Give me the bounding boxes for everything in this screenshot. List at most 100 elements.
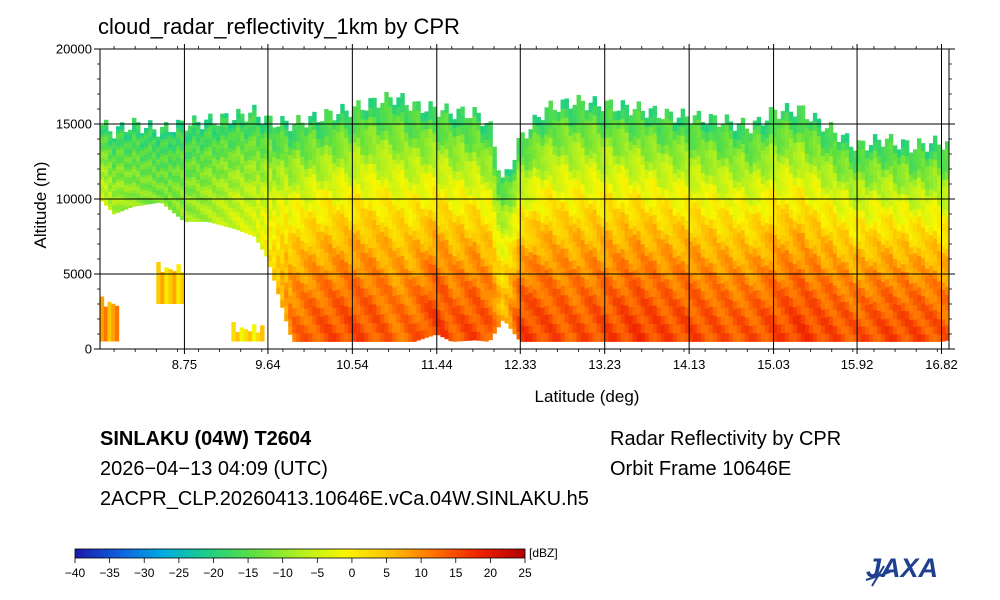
reflectivity-cell bbox=[120, 176, 125, 181]
reflectivity-cell bbox=[680, 171, 686, 181]
reflectivity-cell bbox=[576, 218, 581, 229]
reflectivity-cell bbox=[248, 215, 253, 221]
reflectivity-cell bbox=[584, 208, 589, 218]
reflectivity-cell bbox=[448, 157, 453, 167]
reflectivity-cell bbox=[412, 258, 417, 269]
reflectivity-cell bbox=[156, 139, 161, 143]
reflectivity-cell bbox=[396, 181, 401, 192]
reflectivity-cell bbox=[288, 232, 293, 241]
reflectivity-cell bbox=[364, 279, 369, 289]
reflectivity-cell bbox=[616, 261, 622, 271]
reflectivity-cell bbox=[684, 315, 690, 325]
reflectivity-cell bbox=[828, 130, 834, 140]
reflectivity-cell bbox=[288, 256, 293, 265]
reflectivity-cell bbox=[288, 209, 293, 218]
reflectivity-cell bbox=[524, 310, 529, 319]
reflectivity-cell bbox=[524, 239, 529, 249]
reflectivity-cell bbox=[452, 307, 457, 317]
reflectivity-cell bbox=[224, 200, 229, 205]
reflectivity-cell bbox=[844, 221, 850, 230]
reflectivity-cell bbox=[600, 235, 605, 245]
reflectivity-cell bbox=[800, 323, 806, 333]
reflectivity-cell bbox=[340, 286, 345, 297]
reflectivity-cell bbox=[764, 146, 770, 155]
reflectivity-cell bbox=[728, 333, 734, 342]
reflectivity-cell bbox=[768, 152, 774, 162]
reflectivity-cell bbox=[584, 270, 589, 280]
reflectivity-cell bbox=[540, 171, 545, 181]
reflectivity-cell bbox=[556, 332, 561, 342]
reflectivity-cell bbox=[148, 139, 153, 144]
reflectivity-cell bbox=[252, 114, 257, 121]
reflectivity-cell bbox=[732, 187, 738, 197]
reflectivity-cell bbox=[788, 147, 794, 157]
reflectivity-cell bbox=[296, 175, 301, 186]
reflectivity-cell bbox=[676, 117, 682, 127]
reflectivity-cell bbox=[292, 257, 297, 267]
reflectivity-cell bbox=[316, 316, 321, 326]
reflectivity-cell bbox=[532, 297, 537, 308]
reflectivity-cell bbox=[188, 177, 193, 182]
reflectivity-cell bbox=[720, 148, 726, 158]
reflectivity-cell bbox=[780, 111, 786, 121]
reflectivity-cell bbox=[584, 172, 589, 182]
reflectivity-cell bbox=[588, 203, 593, 214]
reflectivity-cell bbox=[624, 168, 630, 178]
reflectivity-cell bbox=[688, 140, 694, 150]
reflectivity-cell bbox=[520, 188, 525, 198]
reflectivity-cell bbox=[460, 322, 465, 333]
reflectivity-cell bbox=[864, 238, 870, 247]
reflectivity-cell bbox=[384, 312, 389, 323]
reflectivity-cell bbox=[560, 313, 565, 324]
reflectivity-cell bbox=[752, 324, 758, 334]
reflectivity-cell bbox=[228, 131, 233, 137]
reflectivity-cell bbox=[364, 270, 369, 280]
reflectivity-cell bbox=[760, 191, 766, 201]
reflectivity-cell bbox=[552, 136, 557, 146]
reflectivity-cell bbox=[756, 246, 762, 256]
reflectivity-cell bbox=[300, 190, 305, 199]
reflectivity-cell bbox=[432, 115, 437, 125]
reflectivity-cell bbox=[528, 227, 533, 236]
reflectivity-cell bbox=[256, 232, 261, 238]
reflectivity-cell bbox=[188, 132, 193, 137]
reflectivity-cell bbox=[612, 217, 617, 227]
reflectivity-cell bbox=[632, 269, 638, 280]
reflectivity-cell bbox=[220, 156, 225, 162]
reflectivity-cell bbox=[480, 266, 485, 276]
reflectivity-cell bbox=[292, 299, 297, 309]
reflectivity-cell bbox=[212, 211, 217, 216]
reflectivity-cell bbox=[740, 289, 746, 299]
reflectivity-cell bbox=[776, 298, 782, 308]
reflectivity-cell bbox=[400, 131, 405, 142]
reflectivity-cell bbox=[588, 277, 593, 287]
reflectivity-cell bbox=[444, 166, 449, 177]
reflectivity-cell bbox=[548, 128, 553, 139]
reflectivity-cell bbox=[272, 244, 277, 252]
reflectivity-cell bbox=[568, 153, 573, 163]
reflectivity-cell bbox=[820, 204, 826, 213]
reflectivity-cell bbox=[228, 199, 233, 204]
reflectivity-cell bbox=[180, 132, 185, 137]
reflectivity-cell bbox=[568, 117, 573, 127]
reflectivity-cell bbox=[448, 332, 453, 342]
reflectivity-cell bbox=[140, 152, 145, 156]
reflectivity-cell bbox=[192, 192, 197, 198]
reflectivity-cell bbox=[400, 312, 405, 323]
reflectivity-cell bbox=[408, 314, 413, 325]
reflectivity-cell bbox=[436, 209, 441, 218]
reflectivity-cell bbox=[592, 256, 597, 267]
reflectivity-cell bbox=[664, 189, 670, 199]
reflectivity-cell bbox=[212, 196, 217, 201]
reflectivity-cell bbox=[464, 118, 469, 128]
reflectivity-cell bbox=[204, 194, 209, 199]
reflectivity-cell bbox=[500, 287, 505, 294]
reflectivity-cell bbox=[300, 198, 305, 208]
reflectivity-cell bbox=[352, 169, 357, 180]
reflectivity-cell bbox=[312, 261, 317, 272]
reflectivity-cell bbox=[184, 176, 189, 180]
reflectivity-cell bbox=[164, 177, 169, 181]
reflectivity-cell bbox=[352, 251, 357, 261]
reflectivity-cell bbox=[596, 260, 601, 270]
reflectivity-cell bbox=[560, 294, 565, 305]
